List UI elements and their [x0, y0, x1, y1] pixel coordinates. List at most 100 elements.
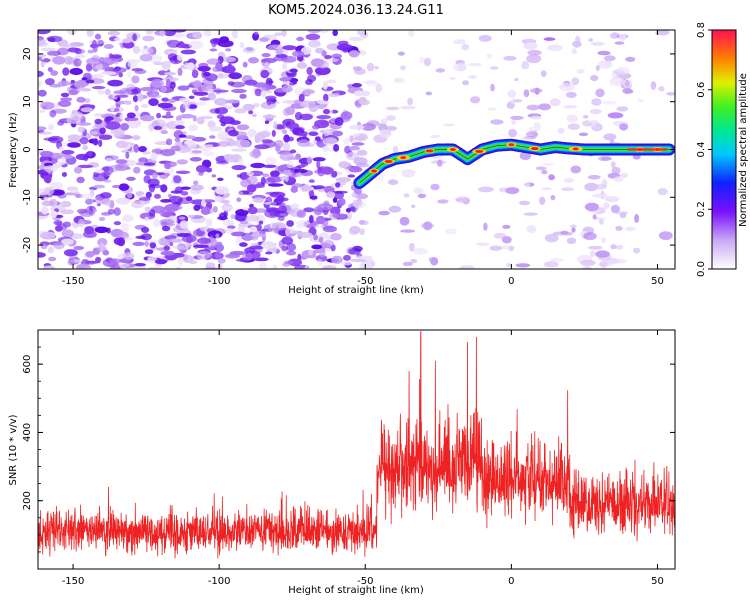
noise-blob: [188, 95, 195, 100]
noise-blob: [380, 118, 388, 125]
noise-blob: [286, 243, 297, 252]
noise-blob: [242, 103, 255, 111]
noise-blob: [666, 91, 675, 96]
noise-blob: [178, 257, 183, 266]
noise-blob: [307, 30, 321, 34]
noise-blob: [133, 166, 141, 174]
noise-blob: [462, 80, 470, 86]
noise-blob: [571, 227, 576, 233]
noise-blob: [539, 196, 546, 205]
noise-blob: [298, 132, 303, 137]
noise-blob: [212, 89, 229, 93]
noise-blob: [57, 100, 72, 107]
noise-blob: [610, 244, 617, 250]
noise-blob: [457, 63, 467, 72]
noise-blob: [543, 37, 556, 41]
noise-blob: [614, 211, 629, 215]
noise-blob: [224, 253, 240, 259]
noise-blob: [299, 113, 314, 121]
noise-blob: [291, 183, 303, 188]
noise-blob: [658, 231, 673, 241]
noise-blob: [69, 188, 79, 193]
noise-blob: [459, 265, 475, 269]
noise-blob: [47, 50, 61, 57]
noise-blob: [289, 176, 295, 182]
noise-blob: [322, 266, 332, 269]
noise-blob: [332, 213, 346, 218]
noise-blob: [550, 195, 556, 201]
noise-blob: [609, 77, 625, 86]
noise-blob: [40, 231, 56, 240]
noise-blob: [541, 187, 552, 191]
noise-blob: [478, 186, 494, 193]
noise-blob: [78, 218, 85, 227]
noise-blob: [149, 241, 156, 249]
noise-blob: [290, 186, 298, 193]
noise-blob: [163, 77, 179, 82]
noise-blob: [163, 245, 171, 251]
noise-blob: [319, 249, 326, 258]
noise-blob: [99, 127, 106, 135]
noise-blob: [205, 73, 218, 82]
noise-blob: [69, 67, 83, 76]
noise-blob: [150, 152, 158, 161]
noise-blob: [83, 154, 89, 162]
noise-blob: [317, 136, 322, 142]
noise-blob: [214, 252, 223, 259]
noise-blob: [183, 254, 189, 261]
noise-blob: [323, 200, 330, 207]
noise-blob: [93, 113, 105, 117]
noise-blob: [425, 91, 432, 96]
noise-blob: [125, 159, 137, 167]
noise-blob: [107, 30, 121, 36]
noise-blob: [285, 106, 296, 115]
noise-blob: [571, 48, 577, 55]
noise-blob: [169, 165, 175, 175]
noise-blob: [264, 120, 270, 124]
ridge-hotspot-core: [508, 143, 515, 147]
noise-blob: [506, 263, 512, 268]
noise-blob: [273, 121, 278, 130]
noise-blob: [274, 101, 280, 105]
noise-blob: [195, 165, 208, 173]
noise-blob: [127, 71, 132, 78]
noise-blob: [542, 162, 555, 166]
noise-blob: [310, 58, 324, 67]
noise-blob: [300, 162, 309, 167]
noise-blob: [269, 191, 286, 198]
noise-blob: [351, 193, 359, 198]
noise-blob: [260, 69, 270, 79]
noise-blob: [209, 135, 216, 139]
noise-blob: [308, 39, 321, 48]
noise-blob: [67, 30, 77, 36]
noise-blob: [523, 42, 538, 50]
noise-blob: [43, 265, 55, 269]
spectrogram-x-tick-label-4: 50: [651, 276, 664, 287]
noise-blob: [262, 173, 270, 178]
noise-blob: [550, 258, 564, 262]
noise-blob: [511, 118, 516, 125]
noise-blob: [157, 123, 170, 127]
noise-blob: [85, 260, 101, 264]
noise-blob: [91, 86, 106, 90]
noise-blob: [76, 96, 86, 103]
noise-blob: [541, 169, 548, 175]
noise-blob: [173, 120, 185, 126]
noise-blob: [316, 115, 331, 120]
noise-blob: [523, 212, 538, 216]
noise-blob: [620, 172, 629, 178]
noise-blob: [231, 30, 239, 39]
noise-blob: [86, 30, 94, 37]
noise-blob: [175, 170, 191, 174]
noise-blob: [341, 261, 352, 266]
noise-blob: [238, 157, 244, 166]
noise-blob: [281, 30, 287, 37]
noise-blob: [470, 96, 481, 104]
noise-blob: [535, 166, 547, 171]
noise-blob: [38, 89, 47, 97]
noise-blob: [258, 220, 264, 225]
noise-blob: [490, 66, 499, 70]
noise-blob: [156, 112, 162, 119]
spectrogram-y-tick-label-2: 0: [22, 146, 33, 152]
ridge-hotspot-core: [572, 147, 579, 151]
